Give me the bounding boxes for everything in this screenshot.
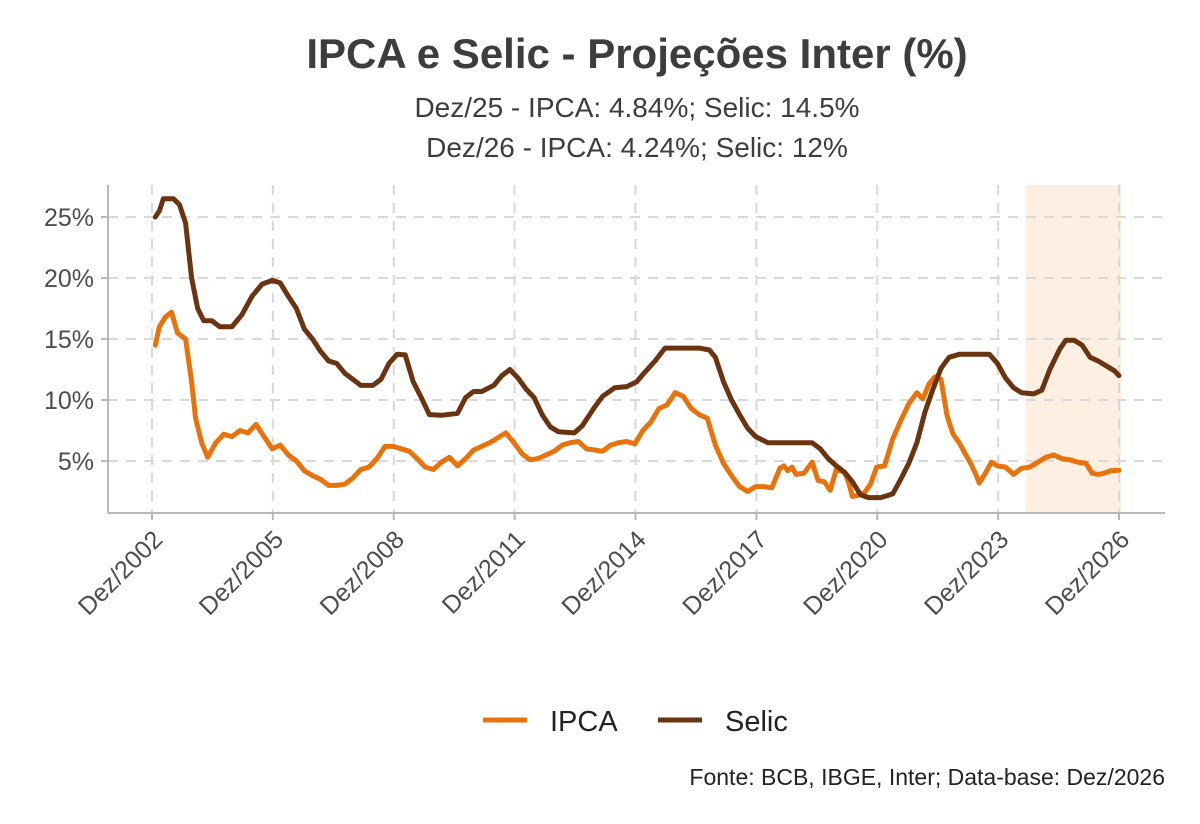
series-line-selic [152,196,1122,501]
x-tick-label: Dez/2020 [798,525,893,620]
chart-caption: Fonte: BCB, IBGE, Inter; Data-base: Dez/… [689,764,1165,790]
chart-subtitle-line-2: Dez/26 - IPCA: 4.24%; Selic: 12% [426,132,848,163]
x-tick-label: Dez/2026 [1040,525,1135,620]
x-tick-label: Dez/2023 [919,525,1014,620]
plot-area: 5% 10% 15% 20% 25% Dez/2002 Dez/2005 Dez/2008 De… [44,185,1165,621]
legend: IPCA Selic [483,706,788,738]
legend-ipca-label: IPCA [550,706,618,738]
x-tick-label: Dez/2005 [194,525,289,620]
x-tick-label: Dez/2017 [677,525,772,620]
projection-band [1025,185,1121,513]
x-tick-label: Dez/2011 [437,525,531,619]
y-tick-label: 5% [58,448,94,476]
y-tick-label: 25% [44,204,94,232]
y-tick-label: 15% [44,326,94,354]
x-tick-label: Dez/2014 [556,525,652,621]
x-tick-label: Dez/2002 [73,525,168,620]
y-tick-label: 10% [44,387,94,415]
series-line-ipca [152,309,1122,499]
y-tick-label: 20% [44,265,94,293]
chart-title: IPCA e Selic - Projeções Inter (%) [306,30,967,77]
legend-selic-label: Selic [725,706,788,738]
x-tick-label: Dez/2008 [315,525,410,620]
chart-subtitle-line-1: Dez/25 - IPCA: 4.84%; Selic: 14.5% [414,92,859,123]
